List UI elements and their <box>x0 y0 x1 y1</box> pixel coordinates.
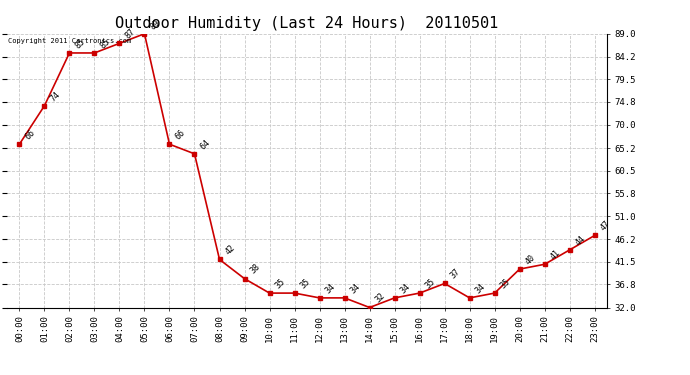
Text: 40: 40 <box>524 253 538 266</box>
Text: 35: 35 <box>424 277 437 290</box>
Text: 44: 44 <box>574 234 587 247</box>
Text: 35: 35 <box>274 277 287 290</box>
Text: 37: 37 <box>448 267 462 281</box>
Text: 66: 66 <box>174 128 187 141</box>
Text: 89: 89 <box>148 18 162 31</box>
Text: 85: 85 <box>99 37 112 50</box>
Text: 87: 87 <box>124 27 137 40</box>
Title: Outdoor Humidity (Last 24 Hours)  20110501: Outdoor Humidity (Last 24 Hours) 2011050… <box>115 16 499 31</box>
Text: Copyright 2011 Cartronics.com: Copyright 2011 Cartronics.com <box>8 38 131 44</box>
Text: 64: 64 <box>199 138 212 151</box>
Text: 42: 42 <box>224 243 237 257</box>
Text: 41: 41 <box>549 248 562 261</box>
Text: 66: 66 <box>23 128 37 141</box>
Text: 34: 34 <box>474 282 487 295</box>
Text: 35: 35 <box>499 277 512 290</box>
Text: 47: 47 <box>599 219 612 232</box>
Text: 32: 32 <box>374 291 387 305</box>
Text: 74: 74 <box>48 90 62 103</box>
Text: 34: 34 <box>348 282 362 295</box>
Text: 34: 34 <box>399 282 412 295</box>
Text: 85: 85 <box>74 37 87 50</box>
Text: 38: 38 <box>248 262 262 276</box>
Text: 35: 35 <box>299 277 312 290</box>
Text: 34: 34 <box>324 282 337 295</box>
